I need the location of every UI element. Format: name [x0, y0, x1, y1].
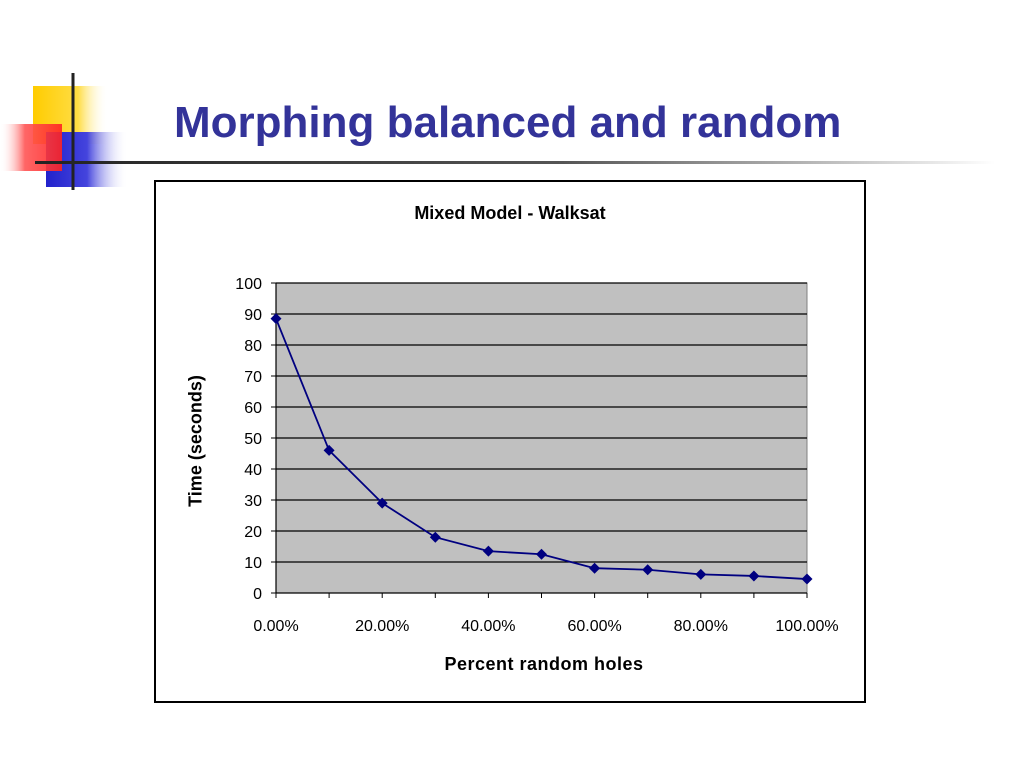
data-point	[695, 568, 707, 580]
y-tick-label: 60	[244, 400, 262, 417]
x-tick-label: 60.00%	[567, 618, 621, 635]
y-tick-label: 10	[244, 555, 262, 572]
data-point	[536, 548, 547, 560]
title-divider-line	[35, 161, 995, 164]
y-tick-label: 100	[235, 276, 262, 293]
y-tick-label: 50	[244, 431, 262, 448]
chart-title: Mixed Model - Walksat	[414, 203, 606, 223]
data-point	[589, 562, 601, 574]
x-tick-label: 80.00%	[674, 618, 728, 635]
y-tick-label: 90	[244, 307, 262, 324]
data-point	[376, 497, 388, 509]
data-point	[323, 444, 335, 456]
x-tick-label: 0.00%	[253, 618, 298, 635]
data-point	[429, 531, 441, 543]
y-tick-label: 70	[244, 369, 262, 386]
x-tick-label: 20.00%	[355, 618, 409, 635]
slide-title: Morphing balanced and random	[174, 98, 842, 147]
slide-logo-graphic	[0, 73, 128, 190]
y-tick-label: 80	[244, 338, 262, 355]
data-point	[642, 564, 654, 576]
y-tick-label: 30	[244, 493, 262, 510]
x-axis-label: Percent random holes	[444, 654, 644, 674]
data-point	[801, 573, 813, 585]
y-tick-label: 20	[244, 524, 262, 541]
data-point	[748, 570, 760, 582]
y-axis-label: Time (seconds)	[185, 375, 206, 507]
x-tick-label: 100.00%	[775, 618, 838, 635]
y-tick-label: 40	[244, 462, 262, 479]
y-tick-label: 0	[253, 586, 262, 603]
x-tick-label: 40.00%	[461, 618, 515, 635]
data-point	[482, 545, 494, 557]
data-point	[270, 313, 282, 325]
